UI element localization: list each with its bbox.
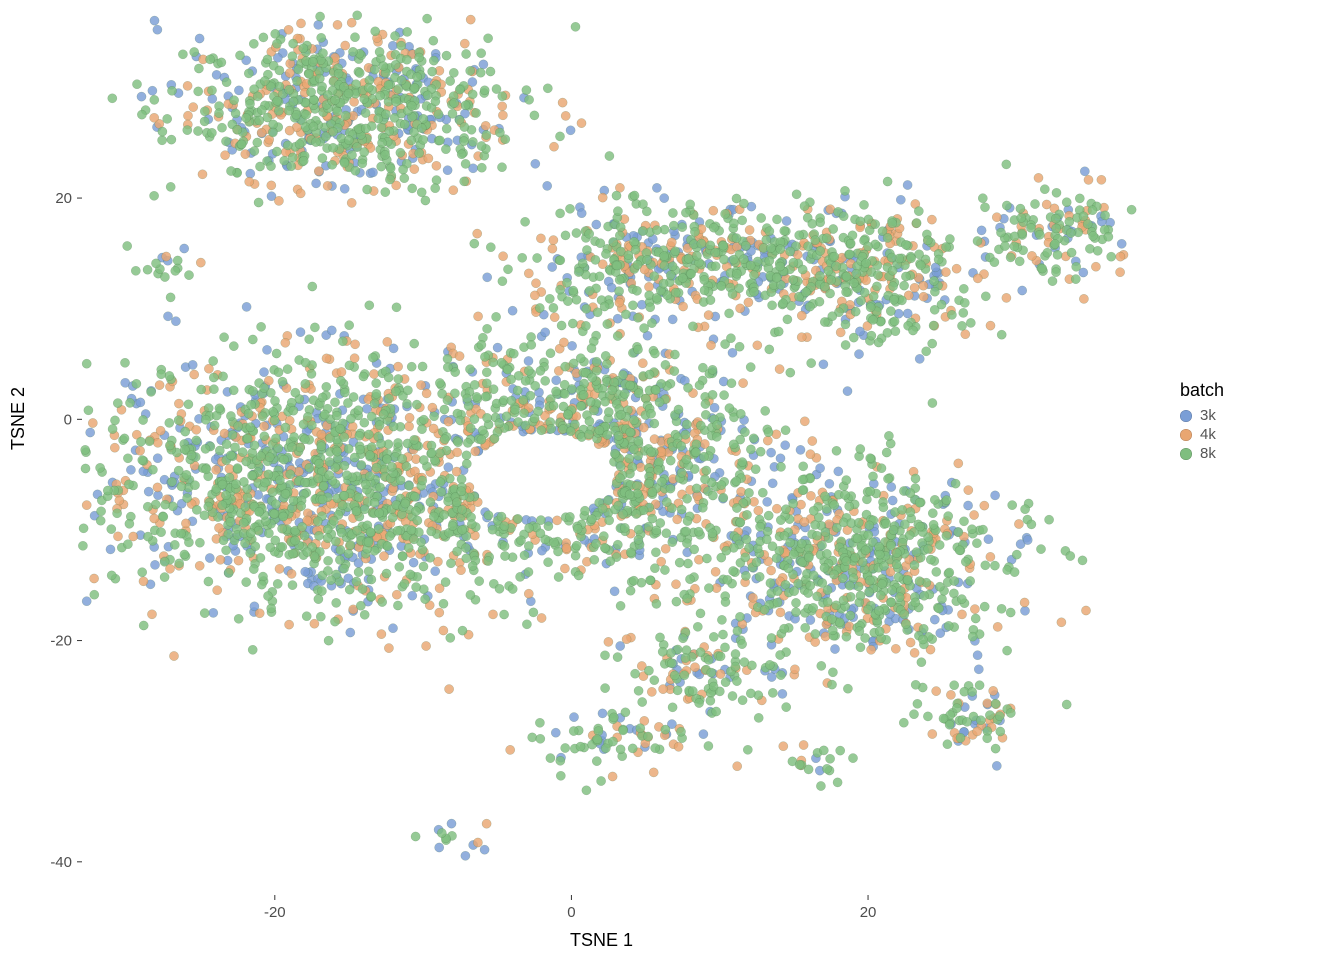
tsne-scatter-chart: -20 0 20 -40 -20 0 20 TSNE 2 TSNE 1 batch 3k 4k… [0, 0, 1344, 960]
y-tick-label: 0 [64, 411, 72, 428]
legend-label: 4k [1200, 426, 1216, 443]
legend-label: 8k [1200, 445, 1216, 462]
legend: batch 3k 4k 8k [1180, 380, 1224, 464]
x-tick-label: 20 [860, 904, 877, 921]
y-axis-title: TSNE 2 [8, 387, 29, 450]
legend-items: 3k 4k 8k [1180, 407, 1224, 462]
y-axis-label-text: TSNE 2 [8, 387, 28, 450]
legend-swatch [1180, 429, 1192, 441]
legend-item: 8k [1180, 445, 1224, 462]
legend-item: 3k [1180, 407, 1224, 424]
y-tick-label: -20 [50, 633, 72, 650]
x-axis-title: TSNE 1 [570, 930, 633, 951]
legend-swatch [1180, 410, 1192, 422]
legend-label: 3k [1200, 407, 1216, 424]
y-tick-label: 20 [55, 190, 72, 207]
legend-title: batch [1180, 380, 1224, 401]
x-tick-label: -20 [264, 904, 286, 921]
legend-swatch [1180, 448, 1192, 460]
y-tick-label: -40 [50, 854, 72, 871]
legend-item: 4k [1180, 426, 1224, 443]
plot-svg: -20 0 20 -40 -20 0 20 [0, 0, 1344, 960]
x-tick-label: 0 [567, 904, 575, 921]
x-axis-label-text: TSNE 1 [570, 930, 633, 950]
